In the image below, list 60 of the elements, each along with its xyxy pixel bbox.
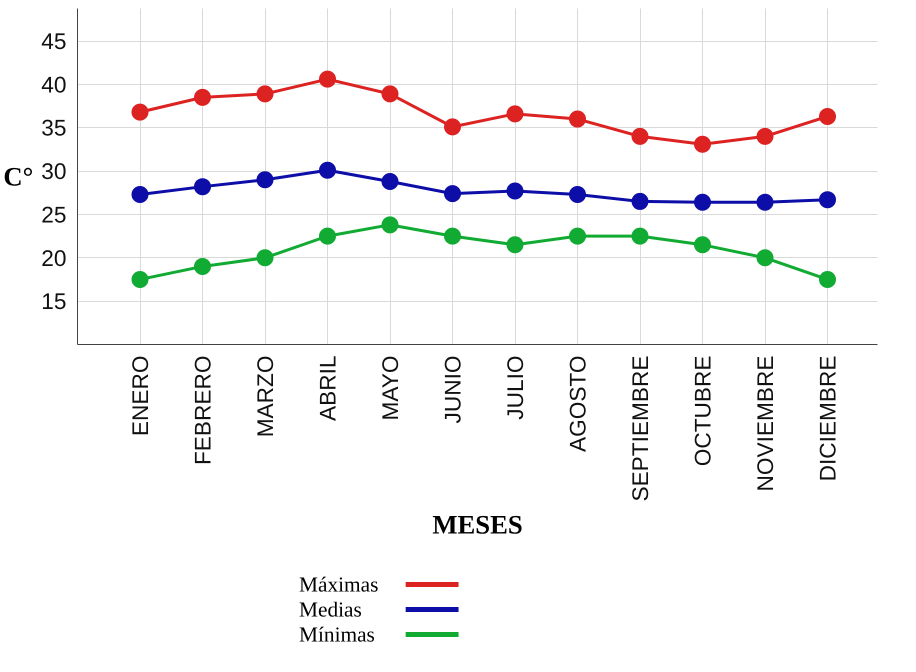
point [694, 194, 711, 211]
point [632, 128, 648, 145]
point [319, 228, 336, 245]
point [256, 171, 274, 188]
x-tick-label: AGOSTO [564, 355, 590, 452]
x-tick-label: JULIO [502, 355, 528, 420]
point [756, 128, 774, 145]
point [194, 258, 211, 275]
y-tick-label: 40 [41, 71, 66, 98]
point [756, 194, 774, 211]
point [506, 236, 524, 254]
x-tick-label: ABRIL [314, 355, 340, 421]
point [194, 178, 211, 196]
y-axis-title: C° [3, 162, 34, 192]
point [382, 173, 398, 190]
y-tick-label: 15 [41, 288, 66, 314]
point [256, 249, 274, 266]
point [569, 228, 586, 245]
x-tick-label: DICIEMBRE [814, 355, 840, 482]
point [694, 236, 711, 254]
point [319, 162, 336, 179]
legend-label: Máximas [299, 572, 378, 596]
x-tick-label: JUNIO [440, 356, 466, 424]
point [444, 228, 461, 245]
point [819, 270, 836, 288]
point [444, 118, 461, 136]
x-tick-label: ENERO [127, 355, 153, 436]
point [694, 136, 711, 153]
legend-label: Mínimas [299, 622, 375, 646]
point [632, 228, 648, 245]
point [632, 192, 648, 210]
point [132, 104, 148, 121]
point [819, 108, 836, 125]
point [382, 85, 398, 102]
x-axis-title: MESES [432, 510, 523, 540]
point [506, 182, 524, 200]
y-tick-label: 25 [41, 201, 66, 228]
point [506, 105, 524, 122]
point [382, 216, 398, 234]
legend-label: Medias [299, 598, 362, 622]
point [444, 185, 461, 202]
x-tick-label: OCTUBRE [690, 355, 716, 466]
y-tick-label: 30 [41, 158, 66, 184]
x-tick-label: MAYO [377, 355, 403, 421]
point [569, 110, 586, 128]
point [194, 88, 211, 106]
x-tick-label: NOVIEMBRE [752, 355, 778, 492]
x-tick-label: SEPTIEMBRE [627, 355, 653, 502]
point [132, 186, 148, 203]
point [319, 70, 336, 88]
point [569, 186, 586, 203]
point [256, 85, 274, 102]
y-tick-label: 45 [41, 28, 66, 54]
y-tick-label: 20 [41, 244, 66, 271]
point [756, 249, 774, 266]
point [819, 191, 836, 208]
x-tick-label: FEBRERO [190, 355, 216, 466]
point [132, 270, 148, 288]
y-tick-label: 35 [41, 114, 66, 141]
x-tick-label: MARZO [252, 355, 278, 438]
